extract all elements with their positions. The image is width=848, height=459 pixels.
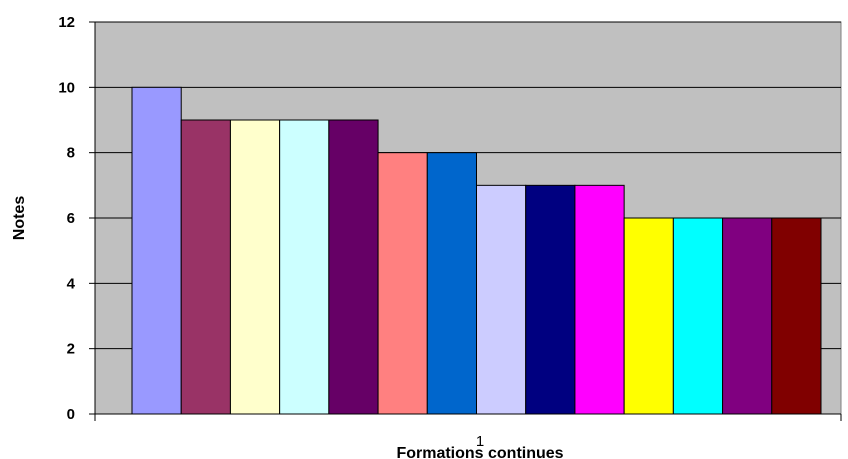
y-tick-label: 8 [67,145,75,162]
bar [131,86,182,415]
bars [131,86,822,415]
bar [672,217,724,415]
y-tick-label: 4 [67,275,76,292]
y-tick-labels: 0 2 4 6 8 10 12 [58,14,95,423]
bar [377,152,428,415]
bar [722,217,773,415]
x-axis-title: Formations continues [396,445,563,459]
bar [771,217,822,415]
bar [279,119,330,415]
bar [180,119,231,415]
y-axis-title: Notes [11,196,28,241]
y-tick-label: 10 [58,79,75,96]
y-tick-label: 12 [58,14,75,31]
bar [623,217,674,415]
bar [574,184,625,415]
bar [476,184,527,415]
bar [328,119,379,415]
x-category-label: 1 [476,433,484,450]
y-tick-label: 2 [67,341,75,358]
y-tick-label: 0 [67,406,75,423]
bar [426,152,477,415]
bar [525,184,576,415]
bar [229,119,281,415]
y-tick-label: 6 [67,210,75,227]
